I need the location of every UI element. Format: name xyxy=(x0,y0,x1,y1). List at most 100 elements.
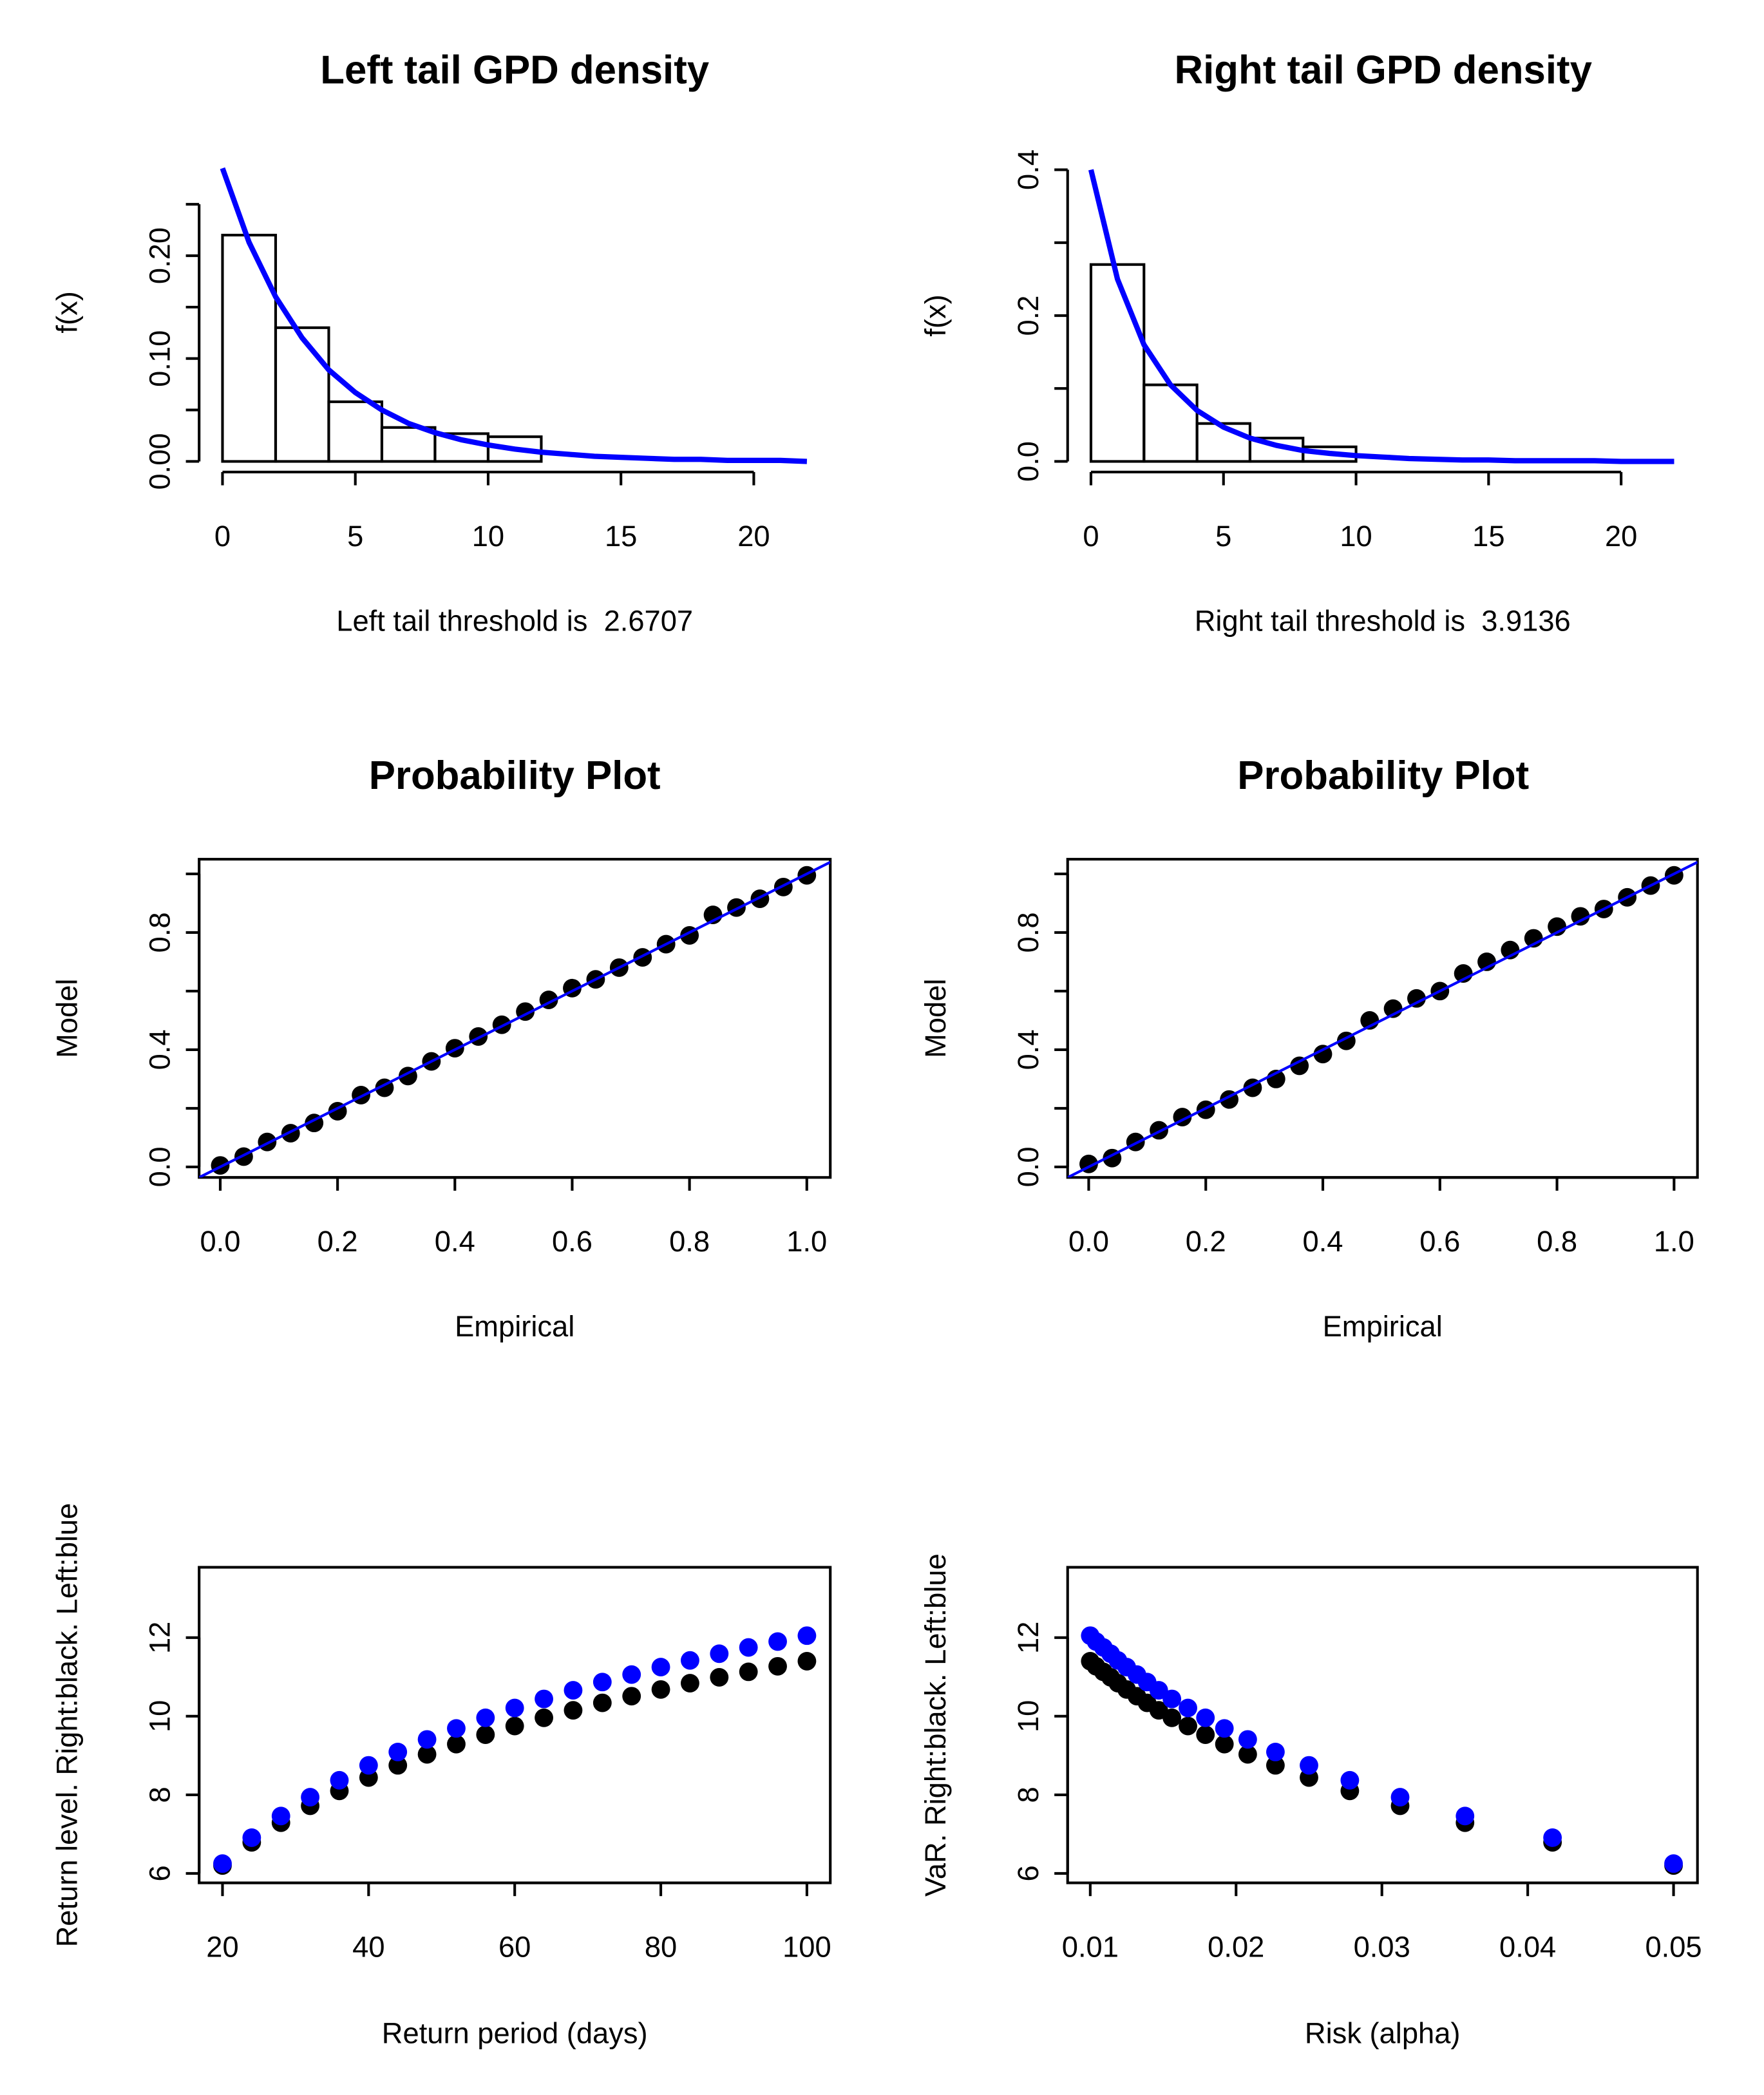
point xyxy=(330,1770,349,1790)
y-axis-label: Model xyxy=(919,979,952,1058)
chart-title: Left tail GPD density xyxy=(320,48,710,93)
y-tick-label: 0.4 xyxy=(1012,1029,1045,1070)
point xyxy=(1300,1756,1318,1775)
y-tick-label: 0.10 xyxy=(144,330,176,387)
y-tick-label: 10 xyxy=(144,1700,176,1732)
point xyxy=(476,1725,495,1744)
reference-line xyxy=(1067,860,1698,1178)
y-tick-label: 0.0 xyxy=(1012,1146,1045,1187)
y-axis-label: Model xyxy=(50,979,83,1058)
histogram-bar xyxy=(221,233,278,463)
x-tick-label: 0.02 xyxy=(1208,1930,1264,1963)
y-tick-label: 12 xyxy=(144,1622,176,1654)
point xyxy=(593,1693,612,1712)
point xyxy=(1266,1756,1285,1775)
point xyxy=(1543,1828,1562,1847)
histogram-bar xyxy=(327,400,384,463)
y-tick-label: 8 xyxy=(144,1787,176,1803)
point xyxy=(505,1716,524,1736)
plot-area xyxy=(1067,860,1698,1178)
point xyxy=(1196,1725,1215,1744)
x-tick-label: 0.8 xyxy=(669,1225,710,1258)
point xyxy=(505,1698,524,1718)
x-tick-label: 0.01 xyxy=(1062,1930,1119,1963)
point xyxy=(1456,1806,1475,1826)
point xyxy=(1266,1742,1285,1761)
x-axis-label: Right tail threshold is 3.9136 xyxy=(1195,605,1571,638)
x-tick-label: 20 xyxy=(737,520,770,553)
x-tick-label: 0.2 xyxy=(1186,1225,1226,1258)
x-axis-label: Return period (days) xyxy=(382,2016,648,2049)
y-tick-label: 10 xyxy=(1012,1700,1045,1732)
x-tick-label: 5 xyxy=(347,520,363,553)
x-tick-label: 0.6 xyxy=(552,1225,593,1258)
y-axis-label: f(x) xyxy=(50,291,83,333)
point xyxy=(1081,1652,1100,1671)
chart-title: Probability Plot xyxy=(369,754,661,798)
x-tick-label: 20 xyxy=(206,1930,238,1963)
y-axis-label: f(x) xyxy=(919,294,952,336)
x-tick-label: 15 xyxy=(605,520,637,553)
point xyxy=(1215,1734,1234,1754)
point xyxy=(1196,1708,1215,1727)
point xyxy=(535,1708,553,1727)
y-tick-label: 0.20 xyxy=(144,227,176,284)
plot-area xyxy=(1081,1626,1683,1875)
x-axis-label: Left tail threshold is 2.6707 xyxy=(336,605,693,638)
x-tick-label: 10 xyxy=(1340,520,1372,553)
histogram-bar xyxy=(486,435,543,463)
point xyxy=(1407,989,1426,1008)
point xyxy=(535,1689,553,1709)
x-tick-label: 100 xyxy=(782,1930,831,1963)
y-tick-label: 8 xyxy=(1012,1787,1045,1803)
point xyxy=(1313,1045,1332,1064)
x-tick-label: 0 xyxy=(1083,520,1099,553)
x-tick-label: 0.03 xyxy=(1354,1930,1410,1963)
x-tick-label: 20 xyxy=(1605,520,1637,553)
point xyxy=(622,1665,641,1684)
point xyxy=(476,1708,495,1727)
point xyxy=(1162,1689,1182,1709)
point xyxy=(710,1668,729,1687)
chart-title: Probability Plot xyxy=(1237,754,1529,798)
density-curve xyxy=(1088,169,1674,464)
y-tick-label: 0.8 xyxy=(144,912,176,953)
point xyxy=(564,1701,583,1720)
histogram-bar xyxy=(274,326,330,463)
x-tick-label: 0.0 xyxy=(200,1225,240,1258)
y-tick-label: 0.8 xyxy=(1012,912,1045,953)
plot-frame xyxy=(1066,1566,1699,1884)
point xyxy=(593,1673,612,1692)
x-tick-label: 10 xyxy=(472,520,504,553)
x-axis-label: Empirical xyxy=(1323,1310,1443,1343)
y-tick-label: 0.00 xyxy=(144,433,176,489)
point xyxy=(1664,1854,1683,1873)
point xyxy=(1081,1626,1100,1645)
y-tick-label: 6 xyxy=(1012,1865,1045,1881)
point xyxy=(1179,1698,1197,1718)
point xyxy=(359,1756,378,1775)
x-tick-label: 0.2 xyxy=(318,1225,358,1258)
y-axis-label: VaR. Right:black. Left:blue xyxy=(919,1553,952,1897)
point xyxy=(242,1828,261,1847)
y-tick-label: 0.2 xyxy=(1012,296,1045,336)
density-curve xyxy=(220,167,808,464)
x-tick-label: 0.6 xyxy=(1419,1225,1460,1258)
reference-line xyxy=(199,860,831,1178)
point xyxy=(301,1788,320,1806)
histogram-bar xyxy=(1089,263,1146,463)
point xyxy=(213,1854,232,1873)
x-tick-label: 0 xyxy=(214,520,231,553)
point xyxy=(1340,1770,1360,1790)
point xyxy=(271,1806,290,1826)
point xyxy=(1290,1056,1309,1076)
point xyxy=(681,1674,699,1693)
point xyxy=(1238,1730,1257,1749)
y-tick-label: 0.0 xyxy=(144,1146,176,1187)
x-tick-label: 0.4 xyxy=(1303,1225,1343,1258)
y-tick-label: 12 xyxy=(1012,1622,1045,1654)
point xyxy=(1571,907,1590,926)
point xyxy=(651,1658,670,1676)
